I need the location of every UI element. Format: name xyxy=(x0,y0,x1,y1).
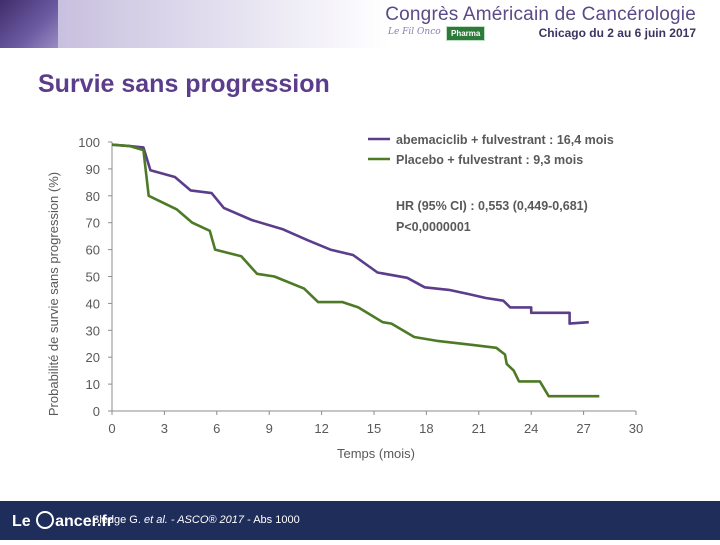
series-line-1 xyxy=(111,143,589,325)
footer-bar: Le ancer.fr Sledge G. et al. - ASCO® 201… xyxy=(0,501,720,540)
x-tick-label: 15 xyxy=(367,421,381,436)
congress-dates: Chicago du 2 au 6 juin 2017 xyxy=(538,26,696,40)
chart-legend: abemaciclib + fulvestrant : 16,4 mois Pla… xyxy=(368,133,614,167)
x-tick-label: 30 xyxy=(629,421,643,436)
series-lines xyxy=(111,143,600,398)
c-circle-icon xyxy=(36,511,55,529)
x-tick-labels: 0 3 6 9 12 15 18 21 24 27 30 xyxy=(108,421,643,436)
y-tick-labels: 0 10 20 30 40 50 60 70 80 90 100 xyxy=(78,135,100,419)
y-tick-label: 40 xyxy=(86,296,100,311)
header-banner: Congrès Américain de Cancérologie Le Fil… xyxy=(0,0,720,48)
y-tick-label: 70 xyxy=(86,216,100,231)
pharma-badge: Pharma xyxy=(446,26,486,41)
x-tick-label: 6 xyxy=(213,421,220,436)
series-line-2 xyxy=(111,143,600,398)
x-tick-label: 9 xyxy=(266,421,273,436)
citation: Sledge G. et al. - ASCO® 2017 - Abs 1000 xyxy=(92,514,300,526)
y-tick-label: 30 xyxy=(86,323,100,338)
y-tick-label: 20 xyxy=(86,350,100,365)
x-tick-label: 21 xyxy=(472,421,486,436)
header-fade xyxy=(58,0,388,48)
y-tick-label: 60 xyxy=(86,243,100,258)
lecancer-logo: Le ancer.fr xyxy=(12,511,113,530)
x-tick-label: 24 xyxy=(524,421,538,436)
annotation-2: P<0,0000001 xyxy=(396,220,471,234)
chart-axes xyxy=(108,141,637,415)
city-skyline-image xyxy=(0,0,58,48)
x-tick-label: 27 xyxy=(576,421,590,436)
y-tick-label: 100 xyxy=(78,135,100,150)
y-axis-label: Probabilité de survie sans progression (… xyxy=(46,172,61,416)
x-axis-label: Temps (mois) xyxy=(337,446,415,461)
y-tick-label: 50 xyxy=(86,270,100,285)
fil-onco-logo: Le Fil Onco xyxy=(388,27,441,37)
chart-annotations: HR (95% CI) : 0,553 (0,449-0,681) P<0,000… xyxy=(396,199,588,234)
legend-label-1: abemaciclib + fulvestrant : 16,4 mois xyxy=(396,133,614,147)
y-tick-label: 90 xyxy=(86,162,100,177)
x-tick-label: 0 xyxy=(108,421,115,436)
annotation-1: HR (95% CI) : 0,553 (0,449-0,681) xyxy=(396,199,588,213)
x-tick-label: 3 xyxy=(161,421,168,436)
slide-title: Survie sans progression xyxy=(38,70,330,98)
y-tick-label: 0 xyxy=(93,404,100,419)
x-tick-label: 18 xyxy=(419,421,433,436)
y-tick-label: 10 xyxy=(86,377,100,392)
legend-label-2: Placebo + fulvestrant : 9,3 mois xyxy=(396,153,583,167)
congress-title: Congrès Américain de Cancérologie xyxy=(385,4,696,25)
y-tick-label: 80 xyxy=(86,189,100,204)
x-tick-label: 12 xyxy=(314,421,328,436)
